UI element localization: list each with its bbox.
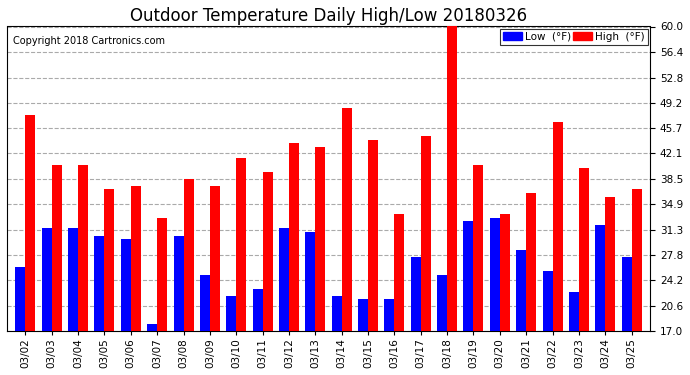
- Bar: [173, 236, 184, 331]
- Bar: [447, 23, 457, 331]
- Bar: [595, 225, 605, 331]
- Bar: [68, 228, 78, 331]
- Bar: [236, 158, 246, 331]
- Bar: [569, 292, 579, 331]
- Bar: [200, 274, 210, 331]
- Bar: [157, 218, 167, 331]
- Bar: [210, 186, 220, 331]
- Bar: [579, 168, 589, 331]
- Bar: [184, 179, 194, 331]
- Bar: [631, 189, 642, 331]
- Bar: [95, 236, 104, 331]
- Bar: [52, 165, 62, 331]
- Bar: [147, 324, 157, 331]
- Bar: [605, 196, 615, 331]
- Bar: [358, 299, 368, 331]
- Bar: [253, 289, 263, 331]
- Bar: [411, 257, 421, 331]
- Bar: [104, 189, 115, 331]
- Bar: [131, 186, 141, 331]
- Title: Outdoor Temperature Daily High/Low 20180326: Outdoor Temperature Daily High/Low 20180…: [130, 7, 527, 25]
- Bar: [542, 271, 553, 331]
- Bar: [15, 267, 26, 331]
- Bar: [305, 232, 315, 331]
- Bar: [26, 115, 35, 331]
- Bar: [622, 257, 631, 331]
- Bar: [41, 228, 52, 331]
- Bar: [516, 250, 526, 331]
- Bar: [121, 239, 131, 331]
- Bar: [473, 165, 484, 331]
- Bar: [332, 296, 342, 331]
- Bar: [437, 274, 447, 331]
- Bar: [279, 228, 289, 331]
- Bar: [384, 299, 395, 331]
- Bar: [421, 136, 431, 331]
- Bar: [500, 214, 510, 331]
- Bar: [315, 147, 326, 331]
- Bar: [289, 143, 299, 331]
- Legend: Low  (°F), High  (°F): Low (°F), High (°F): [500, 28, 648, 45]
- Bar: [368, 140, 378, 331]
- Bar: [78, 165, 88, 331]
- Text: Copyright 2018 Cartronics.com: Copyright 2018 Cartronics.com: [13, 36, 166, 46]
- Bar: [342, 108, 352, 331]
- Bar: [553, 122, 562, 331]
- Bar: [526, 193, 536, 331]
- Bar: [263, 172, 273, 331]
- Bar: [464, 221, 473, 331]
- Bar: [490, 218, 500, 331]
- Bar: [226, 296, 236, 331]
- Bar: [395, 214, 404, 331]
